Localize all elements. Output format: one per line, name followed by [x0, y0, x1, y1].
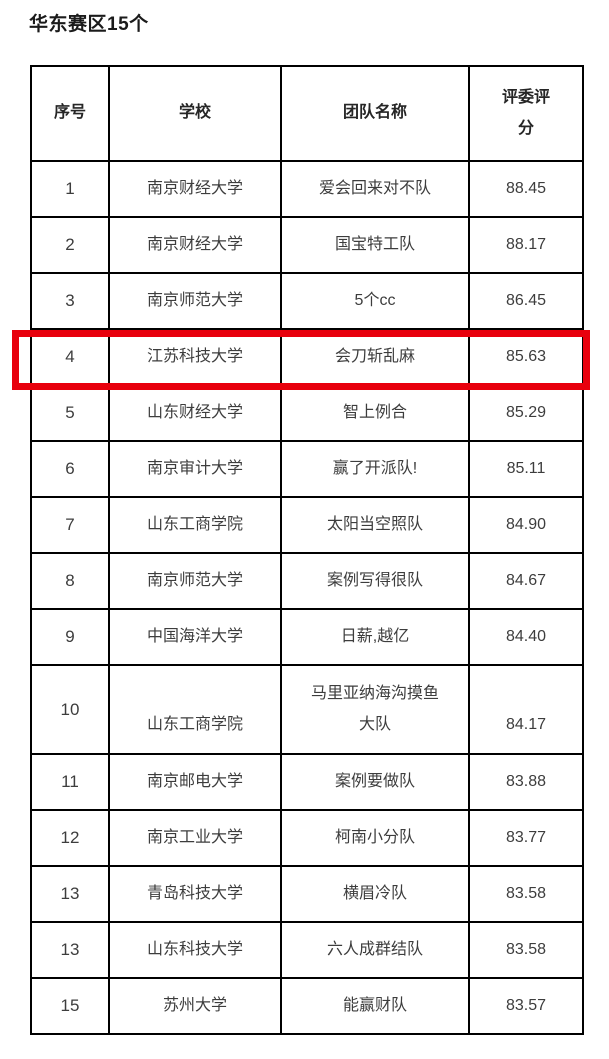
- team-name: 柯南小分队: [334, 828, 415, 846]
- cell-rank: 6: [30, 440, 110, 498]
- team-name: 智上例合: [342, 403, 407, 421]
- table-row: 2 南京财经大学 国宝特工队 88.17: [30, 216, 584, 274]
- cell-score: 83.58: [468, 921, 584, 979]
- table-row: 6 南京审计大学 赢了开派队! 85.11: [30, 440, 584, 498]
- cell-score: 88.45: [468, 160, 584, 218]
- cell-score: 85.63: [468, 328, 584, 386]
- team-name: 案例要做队: [334, 772, 415, 790]
- cell-team: 柯南小分队: [280, 809, 470, 867]
- cell-team: 会刀斩乱麻: [280, 328, 470, 386]
- cell-team: 国宝特工队: [280, 216, 470, 274]
- cell-school: 山东工商学院: [108, 496, 282, 554]
- cell-school: 南京财经大学: [108, 216, 282, 274]
- cell-score: 84.67: [468, 552, 584, 610]
- cell-rank: 8: [30, 552, 110, 610]
- page-title: 华东赛区15个: [29, 14, 149, 35]
- cell-school: 南京工业大学: [108, 809, 282, 867]
- cell-school: 南京师范大学: [108, 272, 282, 330]
- cell-team: 案例写得很队: [280, 552, 470, 610]
- cell-team: 日薪,越亿: [280, 608, 470, 666]
- cell-team: 横眉冷队: [280, 865, 470, 923]
- table-row: 9 中国海洋大学 日薪,越亿 84.40: [30, 608, 584, 666]
- cell-school: 中国海洋大学: [108, 608, 282, 666]
- cell-score: 84.17: [468, 664, 584, 755]
- cell-team: 能赢财队: [280, 977, 470, 1035]
- team-name: 太阳当空照队: [326, 515, 423, 533]
- cell-team: 5个cc: [280, 272, 470, 330]
- team-name: 横眉冷队: [342, 884, 407, 902]
- cell-rank: 15: [30, 977, 110, 1035]
- cell-school: 青岛科技大学: [108, 865, 282, 923]
- table-row: 13 青岛科技大学 横眉冷队 83.58: [30, 865, 584, 923]
- cell-school: 山东工商学院: [108, 664, 282, 755]
- header-cell-school: 学校: [108, 65, 282, 162]
- table-row: 11 南京邮电大学 案例要做队 83.88: [30, 753, 584, 811]
- cell-rank: 13: [30, 921, 110, 979]
- cell-score: 83.58: [468, 865, 584, 923]
- cell-team: 六人成群结队: [280, 921, 470, 979]
- cell-rank: 12: [30, 809, 110, 867]
- cell-rank: 11: [30, 753, 110, 811]
- table-row: 13 山东科技大学 六人成群结队 83.58: [30, 921, 584, 979]
- cell-score: 85.29: [468, 384, 584, 442]
- team-name: 日薪,越亿: [340, 627, 410, 645]
- cell-score: 88.17: [468, 216, 584, 274]
- cell-rank: 4: [30, 328, 110, 386]
- table-row: 12 南京工业大学 柯南小分队 83.77: [30, 809, 584, 867]
- header-cell-rank: 序号: [30, 65, 110, 162]
- cell-score: 83.77: [468, 809, 584, 867]
- cell-team: 案例要做队: [280, 753, 470, 811]
- header-row: 序号 学校 团队名称 评委评分: [30, 65, 584, 162]
- cell-rank: 5: [30, 384, 110, 442]
- team-name: 5个cc: [354, 291, 396, 309]
- cell-score: 86.45: [468, 272, 584, 330]
- cell-team: 爱会回来对不队: [280, 160, 470, 218]
- cell-score: 84.40: [468, 608, 584, 666]
- team-name: 六人成群结队: [326, 940, 423, 958]
- header-score-label: 评委评分: [501, 89, 550, 137]
- cell-rank: 10: [30, 664, 110, 755]
- team-name: 爱会回来对不队: [318, 179, 431, 197]
- cell-school: 苏州大学: [108, 977, 282, 1035]
- cell-team: 智上例合: [280, 384, 470, 442]
- cell-score: 83.57: [468, 977, 584, 1035]
- cell-score: 84.90: [468, 496, 584, 554]
- cell-team: 马里亚纳海沟摸鱼大队: [280, 664, 470, 755]
- header-cell-team: 团队名称: [280, 65, 470, 162]
- team-name: 能赢财队: [342, 996, 407, 1014]
- team-name: 马里亚纳海沟摸鱼大队: [310, 685, 439, 733]
- team-name: 国宝特工队: [334, 235, 415, 253]
- cell-school: 山东科技大学: [108, 921, 282, 979]
- team-name: 案例写得很队: [326, 571, 423, 589]
- table-row: 10 山东工商学院 马里亚纳海沟摸鱼大队 84.17: [30, 664, 584, 755]
- cell-rank: 2: [30, 216, 110, 274]
- team-name: 会刀斩乱麻: [334, 347, 415, 365]
- cell-school: 南京师范大学: [108, 552, 282, 610]
- cell-score: 83.88: [468, 753, 584, 811]
- table-row: 5 山东财经大学 智上例合 85.29: [30, 384, 584, 442]
- cell-rank: 3: [30, 272, 110, 330]
- cell-rank: 1: [30, 160, 110, 218]
- table-row: 7 山东工商学院 太阳当空照队 84.90: [30, 496, 584, 554]
- table-row: 3 南京师范大学 5个cc 86.45: [30, 272, 584, 330]
- ranking-table: 序号 学校 团队名称 评委评分 1 南京财经大学 爱会回来对不队 88.45 2…: [30, 65, 584, 1035]
- cell-school: 南京审计大学: [108, 440, 282, 498]
- table-row: 1 南京财经大学 爱会回来对不队 88.45: [30, 160, 584, 218]
- cell-team: 赢了开派队!: [280, 440, 470, 498]
- table-row: 4 江苏科技大学 会刀斩乱麻 85.63: [30, 328, 584, 386]
- team-name: 赢了开派队!: [332, 459, 418, 477]
- cell-rank: 13: [30, 865, 110, 923]
- header-cell-score: 评委评分: [468, 65, 584, 162]
- cell-rank: 9: [30, 608, 110, 666]
- cell-school: 南京邮电大学: [108, 753, 282, 811]
- cell-rank: 7: [30, 496, 110, 554]
- cell-score: 85.11: [468, 440, 584, 498]
- cell-school: 南京财经大学: [108, 160, 282, 218]
- cell-school: 山东财经大学: [108, 384, 282, 442]
- table-row: 8 南京师范大学 案例写得很队 84.67: [30, 552, 584, 610]
- cell-school: 江苏科技大学: [108, 328, 282, 386]
- table-row: 15 苏州大学 能赢财队 83.57: [30, 977, 584, 1035]
- cell-team: 太阳当空照队: [280, 496, 470, 554]
